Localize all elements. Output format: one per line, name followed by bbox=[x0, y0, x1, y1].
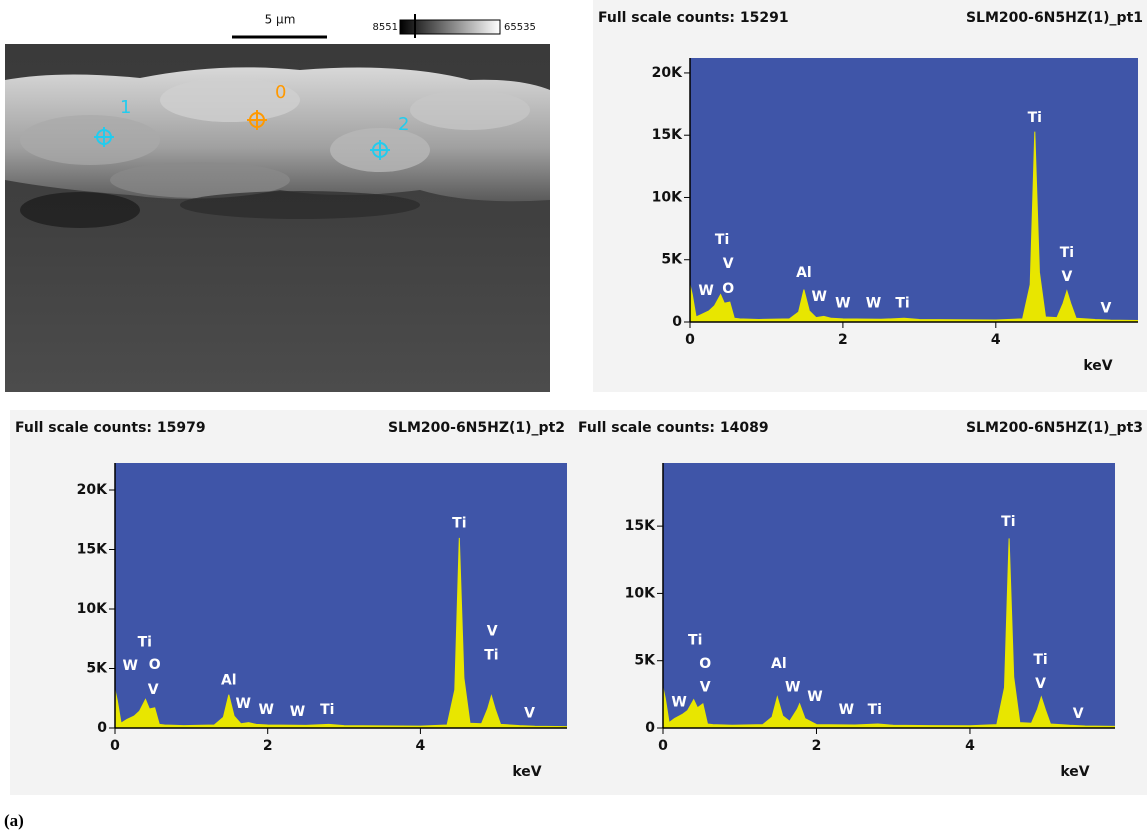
peak-label: O bbox=[149, 657, 161, 673]
peak-label: Ti bbox=[895, 295, 909, 311]
peak-label: V bbox=[487, 624, 498, 640]
spectrum-panel: Full scale counts: 15979 SLM200-6N5HZ(1)_… bbox=[10, 410, 567, 795]
x-axis-label: keV bbox=[1060, 764, 1089, 780]
panel-title: Full scale counts: 15979 bbox=[15, 420, 206, 436]
peak-label: W bbox=[807, 689, 822, 705]
x-tick-label: 0 bbox=[658, 738, 668, 754]
y-tick-label: 5K bbox=[86, 661, 108, 677]
x-tick-label: 0 bbox=[110, 738, 120, 754]
point-label: 1 bbox=[120, 97, 131, 118]
peak-label: V bbox=[1073, 706, 1084, 722]
peak-label: W bbox=[839, 702, 854, 718]
y-tick-label: 20K bbox=[77, 482, 108, 498]
peak-label: Ti bbox=[1001, 514, 1015, 530]
x-tick-label: 2 bbox=[812, 738, 822, 754]
x-tick-label: 4 bbox=[965, 738, 975, 754]
peak-label: O bbox=[722, 281, 734, 297]
y-tick-label: 5K bbox=[661, 252, 683, 268]
figure: 5 µm 8551 65535 0 1 2 (a) Full scale cou… bbox=[0, 0, 1147, 838]
peak-label: Al bbox=[221, 672, 237, 688]
x-axis-label: keV bbox=[512, 764, 541, 780]
peak-label: V bbox=[1035, 676, 1046, 692]
peak-label: Ti bbox=[688, 633, 702, 649]
x-tick-label: 4 bbox=[416, 738, 426, 754]
x-tick-label: 2 bbox=[838, 332, 848, 348]
point-label: 2 bbox=[398, 114, 409, 135]
peak-label: V bbox=[524, 706, 535, 722]
colorbar-max: 65535 bbox=[504, 22, 536, 33]
peak-label: W bbox=[835, 295, 850, 311]
peak-label: W bbox=[698, 283, 713, 299]
y-tick-label: 0 bbox=[645, 720, 655, 736]
spectrum-panel: Full scale counts: 15291 SLM200-6N5HZ(1)_… bbox=[593, 0, 1147, 392]
x-tick-label: 4 bbox=[991, 332, 1001, 348]
peak-label: W bbox=[785, 680, 800, 696]
y-tick-label: 0 bbox=[672, 314, 682, 330]
peak-label: V bbox=[1100, 300, 1111, 316]
colorbar-min: 8551 bbox=[373, 22, 398, 33]
y-tick-label: 5K bbox=[634, 653, 656, 669]
y-tick-label: 20K bbox=[652, 65, 683, 81]
y-tick-label: 10K bbox=[625, 585, 656, 601]
peak-label: Ti bbox=[452, 515, 466, 531]
peak-label: W bbox=[236, 696, 251, 712]
x-tick-label: 2 bbox=[263, 738, 273, 754]
peak-label: Ti bbox=[138, 634, 152, 650]
y-tick-label: 10K bbox=[652, 189, 683, 205]
peak-label: W bbox=[811, 289, 826, 305]
sem-image: 5 µm 8551 65535 0 1 2 bbox=[5, 13, 550, 393]
peak-label: W bbox=[290, 704, 305, 720]
peak-label: Ti bbox=[320, 702, 334, 718]
peak-label: W bbox=[866, 295, 881, 311]
peak-label: W bbox=[671, 694, 686, 710]
peak-label: V bbox=[1061, 269, 1072, 285]
plot-background bbox=[115, 463, 567, 728]
point-label: 0 bbox=[275, 82, 286, 103]
y-tick-label: 15K bbox=[652, 127, 683, 143]
y-tick-label: 15K bbox=[625, 518, 656, 534]
peak-label: Ti bbox=[1060, 245, 1074, 261]
plot-background bbox=[663, 463, 1115, 728]
peak-label: W bbox=[258, 702, 273, 718]
peak-label: V bbox=[700, 680, 711, 696]
y-tick-label: 10K bbox=[77, 601, 108, 617]
peak-label: Ti bbox=[868, 702, 882, 718]
scale-label: 5 µm bbox=[265, 13, 296, 27]
caption: (a) bbox=[4, 811, 24, 830]
panel-subtitle: SLM200-6N5HZ(1)_pt3 bbox=[966, 420, 1143, 436]
panel-title: Full scale counts: 15291 bbox=[598, 10, 789, 26]
peak-label: Ti bbox=[484, 647, 498, 663]
y-tick-label: 15K bbox=[77, 542, 108, 558]
spectrum-panel: Full scale counts: 14089 SLM200-6N5HZ(1)_… bbox=[567, 410, 1147, 795]
panel-title: Full scale counts: 14089 bbox=[578, 420, 769, 436]
peak-label: V bbox=[148, 682, 159, 698]
peak-label: V bbox=[723, 256, 734, 272]
peak-label: Ti bbox=[1033, 652, 1047, 668]
peak-label: Al bbox=[796, 265, 812, 281]
peak-label: Ti bbox=[1028, 110, 1042, 126]
x-tick-label: 0 bbox=[685, 332, 695, 348]
panel-subtitle: SLM200-6N5HZ(1)_pt1 bbox=[966, 10, 1143, 26]
peak-label: W bbox=[123, 658, 138, 674]
peak-label: Ti bbox=[715, 232, 729, 248]
peak-label: Al bbox=[771, 656, 787, 672]
panel-subtitle: SLM200-6N5HZ(1)_pt2 bbox=[388, 420, 565, 436]
peak-label: O bbox=[699, 656, 711, 672]
y-tick-label: 0 bbox=[97, 720, 107, 736]
x-axis-label: keV bbox=[1083, 358, 1112, 374]
